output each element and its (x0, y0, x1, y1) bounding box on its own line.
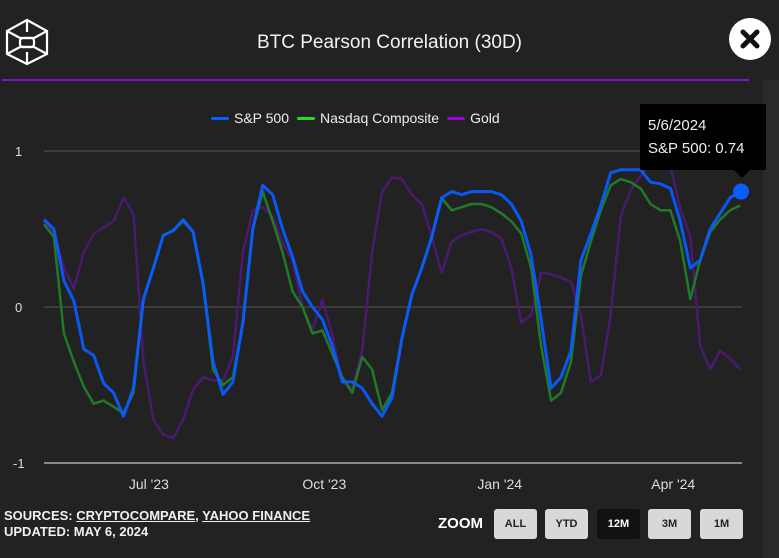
x-tick-label: Jan '24 (477, 476, 522, 492)
legend-swatch (297, 116, 316, 120)
close-icon (740, 29, 760, 49)
y-tick-label: -1 (13, 456, 25, 471)
y-tick-label: 1 (15, 144, 22, 159)
x-tick-label: Jul '23 (129, 476, 169, 492)
series-line-gold (43, 157, 741, 440)
close-button[interactable] (729, 18, 771, 60)
updated-text: UPDATED: MAY 6, 2024 (4, 524, 149, 539)
link-yahoo-finance[interactable]: YAHOO FINANCE (202, 508, 311, 523)
scrollbar[interactable] (763, 80, 779, 558)
cube-logo-icon (5, 18, 49, 66)
tooltip: 5/6/2024 S&P 500: 0.74 (640, 104, 766, 178)
highlight-point (733, 183, 749, 200)
legend: S&P 500 Nasdaq Composite Gold (211, 110, 500, 126)
legend-item-gold[interactable]: Gold (447, 110, 500, 126)
zoom-label: ZOOM (438, 515, 483, 532)
zoom-1m-button[interactable]: 1M (700, 509, 743, 539)
tooltip-value: S&P 500: 0.74 (648, 140, 745, 157)
link-cryptocompare[interactable]: CRYPTOCOMPARE (76, 508, 196, 523)
zoom-3m-button[interactable]: 3M (648, 509, 691, 539)
legend-item-nasdaq[interactable]: Nasdaq Composite (297, 110, 439, 126)
legend-item-sp500[interactable]: S&P 500 (211, 110, 289, 126)
x-tick-label: Oct '23 (302, 476, 346, 492)
sources-label: SOURCES: (4, 508, 77, 523)
series-line-sp500 (42, 168, 741, 418)
x-tick-label: Apr '24 (651, 476, 695, 492)
header-divider (2, 79, 749, 81)
zoom-12m-button[interactable]: 12M (597, 509, 640, 539)
legend-swatch (447, 116, 466, 120)
zoom-all-button[interactable]: ALL (494, 509, 537, 539)
chart-title: BTC Pearson Correlation (30D) (256, 32, 523, 53)
y-tick-label: 0 (15, 300, 22, 315)
legend-label: S&P 500 (234, 110, 290, 126)
legend-label: Nasdaq Composite (320, 110, 440, 126)
cube-logo (4, 18, 50, 66)
series-line-nasdaq (43, 177, 741, 415)
footer: SOURCES: CRYPTOCOMPARE, YAHOO FINANCE UP… (4, 508, 310, 540)
tooltip-date: 5/6/2024 (648, 117, 707, 134)
legend-swatch (211, 116, 229, 120)
legend-label: Gold (470, 110, 500, 126)
zoom-ytd-button[interactable]: YTD (545, 509, 588, 539)
separator: , (195, 508, 203, 523)
